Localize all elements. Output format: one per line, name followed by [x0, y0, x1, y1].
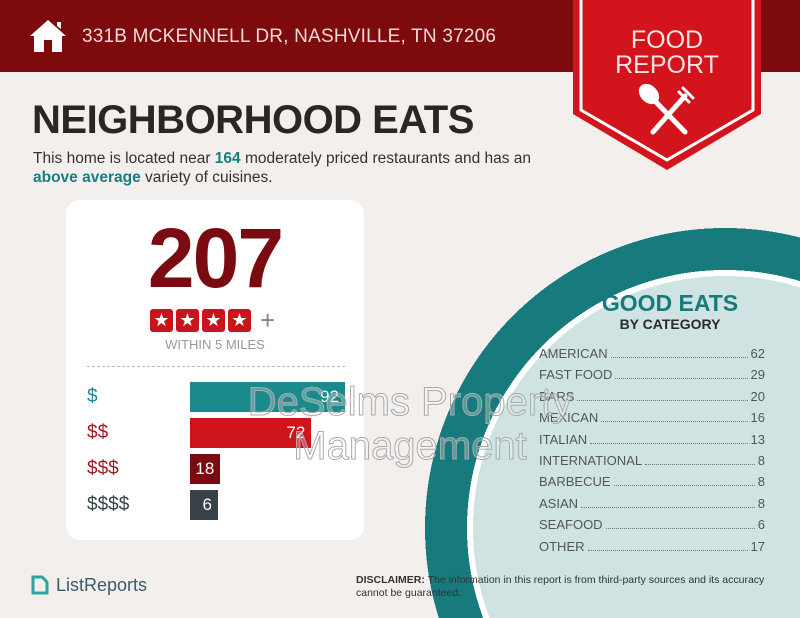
price-tier-label: $$$$ — [87, 494, 130, 515]
category-row: BARS 20 — [539, 389, 765, 404]
category-name: FAST FOOD — [539, 367, 613, 383]
leader-dots — [581, 506, 755, 508]
price-tier-bar: 18 — [190, 454, 221, 484]
category-count: 17 — [750, 538, 765, 554]
category-count: 29 — [750, 367, 765, 383]
disclaimer: DISCLAIMER: The information in this repo… — [356, 574, 765, 599]
category-count: 8 — [757, 474, 765, 490]
leader-dots — [601, 421, 748, 423]
category-name: AMERICAN — [539, 346, 608, 361]
price-tier-bar: 92 — [190, 382, 345, 412]
price-tier-label: $ — [87, 386, 98, 407]
category-circle — [425, 228, 800, 618]
leader-dots — [645, 464, 755, 465]
price-tier-bar: 6 — [190, 490, 218, 520]
price-tier-row: $$ 72 — [87, 418, 312, 448]
category-count: 8 — [757, 453, 765, 468]
listreports-logo: ListReports — [30, 574, 147, 596]
category-name: BARS — [539, 388, 575, 404]
category-name: ITALIAN — [539, 431, 588, 447]
category-name: SEAFOOD — [539, 517, 603, 533]
leader-dots — [590, 442, 748, 444]
categories-title: GOOD EATS — [601, 290, 739, 316]
price-tier-row: $$$$ 6 — [87, 490, 218, 520]
total-count: 207 — [147, 211, 284, 305]
radius-label: WITHIN 5 MILES — [165, 337, 265, 352]
category-row: MEXICAN 16 — [539, 410, 765, 425]
category-name: INTERNATIONAL — [539, 453, 643, 468]
category-row: BARBECUE 8 — [539, 474, 765, 489]
category-row: AMERICAN 62 — [539, 346, 765, 361]
category-row: FAST FOOD 29 — [539, 367, 765, 382]
star-icon: ★ — [202, 309, 225, 332]
home-icon — [30, 20, 66, 52]
category-count: 8 — [757, 495, 765, 511]
category-name: MEXICAN — [539, 410, 599, 426]
category-count: 6 — [757, 517, 765, 533]
category-name: OTHER — [539, 538, 585, 554]
category-row: ASIAN 8 — [539, 496, 765, 511]
logo-icon — [31, 575, 49, 595]
food-report-badge — [573, 0, 761, 170]
leader-dots — [577, 399, 748, 401]
star-icon: ★ — [150, 309, 173, 332]
category-name: ASIAN — [539, 495, 579, 511]
summary-card: 207 — [66, 200, 364, 540]
leader-dots — [605, 528, 755, 530]
divider — [87, 366, 345, 367]
leader-dots — [613, 485, 755, 487]
rating-plus: + — [260, 305, 276, 335]
spoon-fork-icon — [638, 83, 695, 135]
category-count: 16 — [750, 410, 765, 426]
price-tier-bar: 72 — [190, 418, 312, 448]
page-title: NEIGHBORHOOD EATS — [32, 98, 474, 142]
category-count: 62 — [750, 346, 765, 361]
price-tier-label: $$$ — [87, 458, 119, 479]
leader-dots — [615, 378, 748, 380]
category-row: SEAFOOD 6 — [539, 517, 765, 532]
category-count: 20 — [750, 388, 765, 404]
description: This home is located near 164 moderately… — [33, 150, 532, 186]
category-count: 13 — [750, 431, 765, 447]
category-row: ITALIAN 13 — [539, 432, 765, 447]
price-tier-label: $$ — [87, 422, 109, 443]
badge-text: FOOD REPORT — [615, 26, 719, 79]
category-row: OTHER 17 — [539, 539, 765, 554]
categories-subtitle: BY CATEGORY — [619, 316, 721, 332]
category-name: BARBECUE — [539, 474, 611, 490]
star-rating: ★ ★ ★ ★ + — [150, 305, 275, 336]
star-icon: ★ — [228, 309, 251, 332]
address: 331B MCKENNELL DR, NASHVILLE, TN 37206 — [82, 26, 497, 47]
price-tier-row: $$$ 18 — [87, 454, 221, 484]
leader-dots — [610, 357, 748, 358]
star-icon: ★ — [176, 309, 199, 332]
price-tier-row: $92 — [87, 382, 345, 412]
leader-dots — [587, 549, 748, 551]
category-row: INTERNATIONAL 8 — [539, 453, 765, 468]
